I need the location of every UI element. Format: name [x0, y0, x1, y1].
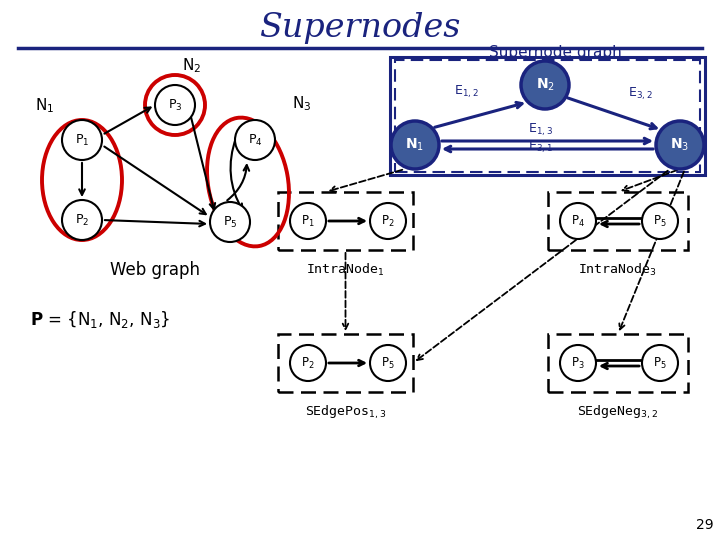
Bar: [278, 192, 413, 250]
Text: P$_{5}$: P$_{5}$: [381, 355, 395, 370]
Circle shape: [560, 203, 596, 239]
Text: Supernodes: Supernodes: [259, 12, 461, 44]
Bar: [548, 334, 688, 392]
Circle shape: [642, 203, 678, 239]
Bar: [548, 192, 688, 250]
Bar: [278, 334, 413, 392]
Circle shape: [370, 203, 406, 239]
Text: P$_{2}$: P$_{2}$: [301, 355, 315, 370]
Text: P$_{5}$: P$_{5}$: [653, 213, 667, 228]
Circle shape: [560, 345, 596, 381]
Circle shape: [642, 345, 678, 381]
Circle shape: [656, 121, 704, 169]
Text: P$_{2}$: P$_{2}$: [75, 212, 89, 227]
Text: P$_{1}$: P$_{1}$: [75, 132, 89, 147]
Text: E$_{1,3}$: E$_{1,3}$: [528, 122, 552, 138]
Circle shape: [290, 345, 326, 381]
Text: P$_{4}$: P$_{4}$: [248, 132, 262, 147]
Circle shape: [290, 203, 326, 239]
Text: IntraNode$_3$: IntraNode$_3$: [578, 262, 657, 278]
Bar: [390, 57, 705, 175]
Text: $\mathbf{P}$ = {N$_1$, N$_2$, N$_3$}: $\mathbf{P}$ = {N$_1$, N$_2$, N$_3$}: [30, 309, 171, 330]
Circle shape: [370, 345, 406, 381]
Text: 29: 29: [696, 518, 714, 532]
Bar: [395, 60, 700, 172]
Text: P$_{3}$: P$_{3}$: [168, 97, 182, 112]
Text: Supernode graph: Supernode graph: [489, 44, 621, 59]
Circle shape: [62, 120, 102, 160]
Text: P$_{5}$: P$_{5}$: [653, 355, 667, 370]
Text: E$_{1,2}$: E$_{1,2}$: [454, 84, 479, 100]
Circle shape: [210, 202, 250, 242]
Circle shape: [155, 85, 195, 125]
Text: N$_{2}$: N$_{2}$: [536, 77, 554, 93]
Text: P$_{2}$: P$_{2}$: [381, 213, 395, 228]
Text: E$_{3,1}$: E$_{3,1}$: [528, 139, 552, 155]
Text: N$_1$: N$_1$: [35, 96, 55, 114]
Text: N$_3$: N$_3$: [292, 94, 312, 113]
Text: N$_{1}$: N$_{1}$: [405, 137, 425, 153]
Circle shape: [62, 200, 102, 240]
Circle shape: [521, 61, 569, 109]
Text: Web graph: Web graph: [110, 261, 200, 279]
Text: N$_2$: N$_2$: [182, 56, 202, 75]
Circle shape: [235, 120, 275, 160]
Text: P$_{4}$: P$_{4}$: [571, 213, 585, 228]
Text: SEdgeNeg$_{3,2}$: SEdgeNeg$_{3,2}$: [577, 404, 659, 421]
Text: E$_{3,2}$: E$_{3,2}$: [628, 86, 653, 102]
Text: P$_{1}$: P$_{1}$: [301, 213, 315, 228]
Circle shape: [391, 121, 439, 169]
Text: P$_{5}$: P$_{5}$: [222, 214, 238, 230]
Text: IntraNode$_1$: IntraNode$_1$: [306, 262, 385, 278]
Text: N$_{3}$: N$_{3}$: [670, 137, 690, 153]
Text: SEdgePos$_{1,3}$: SEdgePos$_{1,3}$: [305, 404, 387, 421]
Text: P$_{3}$: P$_{3}$: [571, 355, 585, 370]
